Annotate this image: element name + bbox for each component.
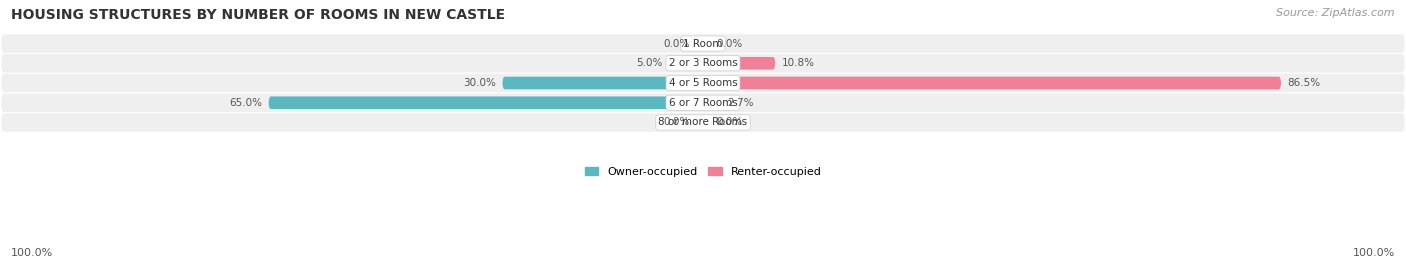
FancyBboxPatch shape	[703, 96, 721, 109]
Text: 10.8%: 10.8%	[782, 58, 815, 68]
FancyBboxPatch shape	[269, 96, 703, 109]
Text: 4 or 5 Rooms: 4 or 5 Rooms	[669, 78, 737, 88]
Text: 1 Room: 1 Room	[683, 38, 723, 48]
FancyBboxPatch shape	[669, 57, 703, 70]
Text: 0.0%: 0.0%	[717, 118, 742, 128]
FancyBboxPatch shape	[703, 57, 775, 70]
Text: 8 or more Rooms: 8 or more Rooms	[658, 118, 748, 128]
Text: 0.0%: 0.0%	[717, 38, 742, 48]
FancyBboxPatch shape	[1, 93, 1405, 112]
Text: Source: ZipAtlas.com: Source: ZipAtlas.com	[1277, 8, 1395, 18]
Text: 0.0%: 0.0%	[664, 38, 689, 48]
Legend: Owner-occupied, Renter-occupied: Owner-occupied, Renter-occupied	[581, 162, 825, 181]
Text: HOUSING STRUCTURES BY NUMBER OF ROOMS IN NEW CASTLE: HOUSING STRUCTURES BY NUMBER OF ROOMS IN…	[11, 8, 505, 22]
Text: 5.0%: 5.0%	[637, 58, 662, 68]
FancyBboxPatch shape	[1, 74, 1405, 92]
Text: 65.0%: 65.0%	[229, 98, 262, 108]
Text: 30.0%: 30.0%	[463, 78, 496, 88]
Text: 0.0%: 0.0%	[664, 118, 689, 128]
FancyBboxPatch shape	[1, 34, 1405, 53]
Text: 6 or 7 Rooms: 6 or 7 Rooms	[669, 98, 737, 108]
FancyBboxPatch shape	[1, 54, 1405, 73]
FancyBboxPatch shape	[1, 113, 1405, 132]
Text: 86.5%: 86.5%	[1288, 78, 1320, 88]
FancyBboxPatch shape	[502, 77, 703, 89]
Text: 2.7%: 2.7%	[728, 98, 754, 108]
FancyBboxPatch shape	[703, 77, 1281, 89]
Text: 100.0%: 100.0%	[1353, 248, 1395, 258]
Text: 100.0%: 100.0%	[11, 248, 53, 258]
Text: 2 or 3 Rooms: 2 or 3 Rooms	[669, 58, 737, 68]
